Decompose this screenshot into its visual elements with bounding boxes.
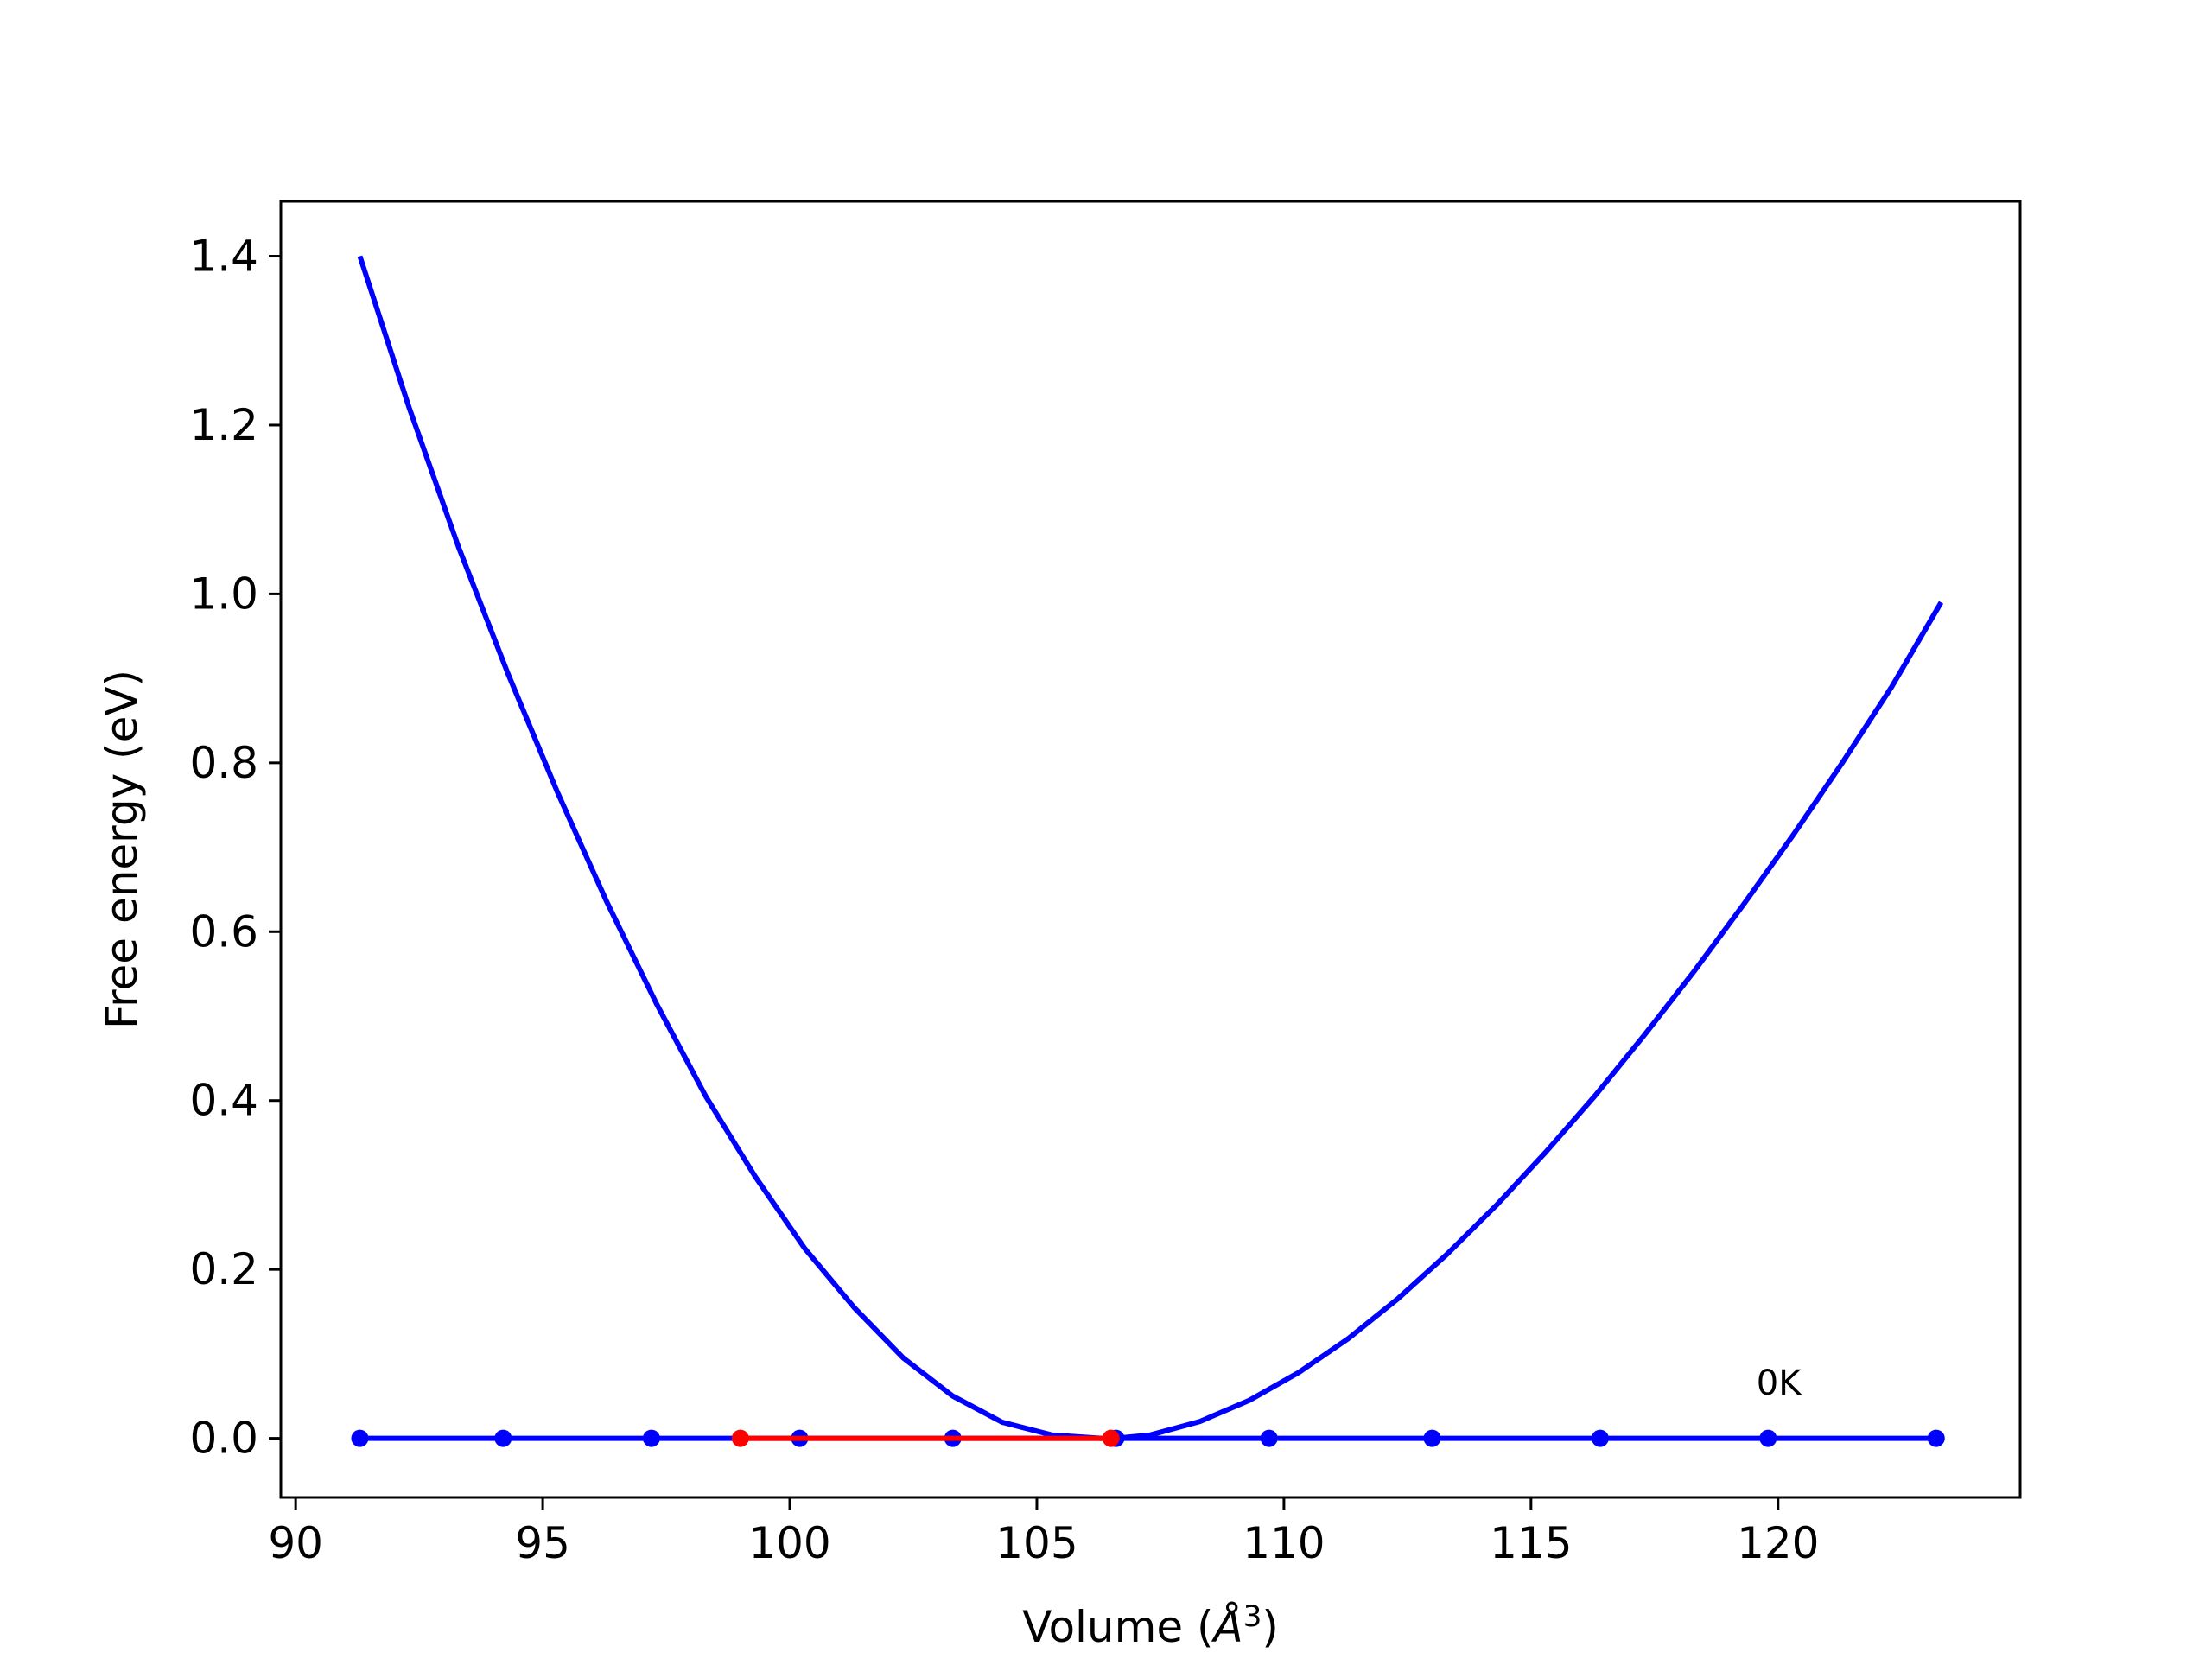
y-tick-label: 1.0 — [189, 569, 258, 619]
series-1-point — [1759, 1429, 1777, 1447]
series-layer — [351, 255, 1945, 1447]
y-tick-label: 1.2 — [189, 400, 258, 450]
series-1-point — [1260, 1429, 1278, 1447]
x-tick-label: 105 — [995, 1518, 1077, 1568]
series-2-point — [731, 1429, 749, 1447]
x-axis-ticks: 90 95 100 105 110 115 120 — [268, 1497, 1820, 1568]
series-2-point — [1102, 1429, 1120, 1447]
x-tick-label: 120 — [1737, 1518, 1819, 1568]
series-1-point — [494, 1429, 512, 1447]
x-axis-label: Volume (Å3) — [1022, 1599, 1279, 1652]
y-axis-label: Free energy (eV) — [97, 670, 147, 1029]
plot-frame — [279, 200, 2022, 1499]
y-tick-label: 0.4 — [189, 1076, 258, 1126]
x-tick-label: 110 — [1243, 1518, 1325, 1568]
x-tick-label: 115 — [1490, 1518, 1572, 1568]
y-tick-label: 1.4 — [189, 232, 258, 282]
x-tick-label: 95 — [515, 1518, 570, 1568]
x-tick-label: 100 — [748, 1518, 830, 1568]
x-axis-label-prefix: Volume ( — [1022, 1602, 1213, 1652]
y-tick-label: 0.6 — [189, 906, 258, 957]
x-axis-label-unit: Å — [1211, 1602, 1243, 1652]
free-energy-curve — [357, 255, 1944, 1441]
series-1-point — [642, 1429, 660, 1447]
y-axis-ticks: 0.0 0.2 0.4 0.6 0.8 1.0 1.2 1.4 — [189, 232, 281, 1464]
y-tick-label: 0.8 — [189, 738, 258, 788]
x-axis-label-suffix: ) — [1262, 1602, 1279, 1652]
x-tick-label: 90 — [268, 1518, 323, 1568]
y-tick-label: 0.2 — [189, 1244, 258, 1294]
y-tick-label: 0.0 — [189, 1414, 258, 1464]
x-axis-label-exponent: 3 — [1243, 1599, 1262, 1634]
series-1-point — [1423, 1429, 1441, 1447]
annotation-0k: 0K — [1757, 1363, 1802, 1403]
series-1-point — [351, 1429, 369, 1447]
series-1-point — [1927, 1429, 1945, 1447]
series-1-point — [1591, 1429, 1609, 1447]
